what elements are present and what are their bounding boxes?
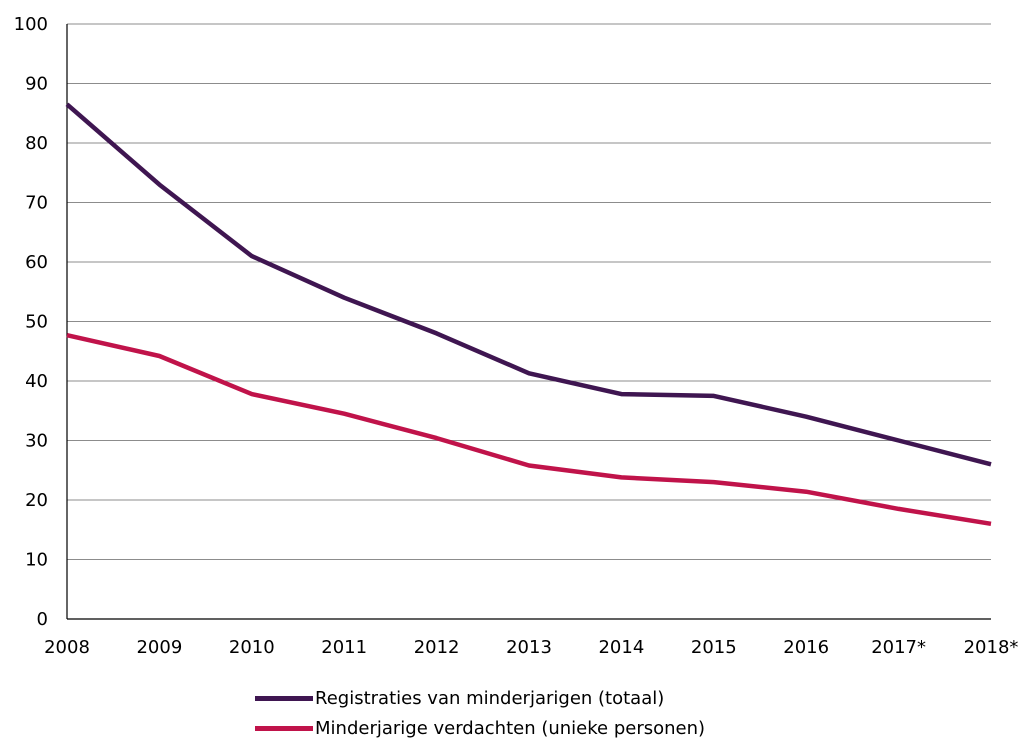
x-tick-label: 2017* — [871, 637, 926, 658]
y-tick-label: 30 — [25, 431, 48, 452]
series-line-0 — [65, 102, 992, 467]
gridlines — [67, 23, 991, 560]
legend-swatch-registraties — [255, 695, 313, 701]
legend-item-registraties: Registraties van minderjarigen (totaal) — [255, 683, 705, 713]
x-tick-label: 2018* — [964, 637, 1019, 658]
x-tick-label: 2013 — [506, 637, 552, 658]
series-line-1 — [66, 333, 992, 527]
y-tick-label: 50 — [25, 312, 48, 333]
legend: Registraties van minderjarigen (totaal) … — [255, 683, 705, 743]
y-tick-label: 100 — [14, 14, 48, 35]
y-tick-label: 90 — [25, 74, 48, 95]
y-tick-label: 60 — [25, 252, 48, 273]
y-tick-label: 80 — [25, 133, 48, 154]
x-axis-tick-labels: 2008 2009 2010 2011 2012 2013 2014 2015 2016 2017… — [44, 637, 1018, 658]
series-lines — [65, 102, 992, 527]
y-tick-label: 20 — [25, 490, 48, 511]
x-tick-label: 2011 — [321, 637, 367, 658]
x-tick-label: 2008 — [44, 637, 90, 658]
legend-item-verdachten: Minderjarige verdachten (unieke personen… — [255, 713, 705, 743]
x-tick-label: 2010 — [229, 637, 275, 658]
y-tick-label: 70 — [25, 193, 48, 214]
y-tick-label: 0 — [37, 609, 48, 630]
legend-label-verdachten: Minderjarige verdachten (unieke personen… — [315, 717, 706, 739]
y-axis-tick-labels: 0 10 20 30 40 50 60 70 80 90 100 — [14, 14, 48, 630]
x-tick-label: 2015 — [691, 637, 737, 658]
legend-swatch-verdachten — [255, 725, 313, 731]
y-tick-label: 40 — [25, 371, 48, 392]
x-tick-label: 2009 — [136, 637, 182, 658]
x-tick-label: 2014 — [598, 637, 644, 658]
y-tick-label: 10 — [25, 550, 48, 571]
legend-label-registraties: Registraties van minderjarigen (totaal) — [315, 687, 665, 709]
x-tick-label: 2016 — [783, 637, 829, 658]
x-tick-label: 2012 — [414, 637, 460, 658]
